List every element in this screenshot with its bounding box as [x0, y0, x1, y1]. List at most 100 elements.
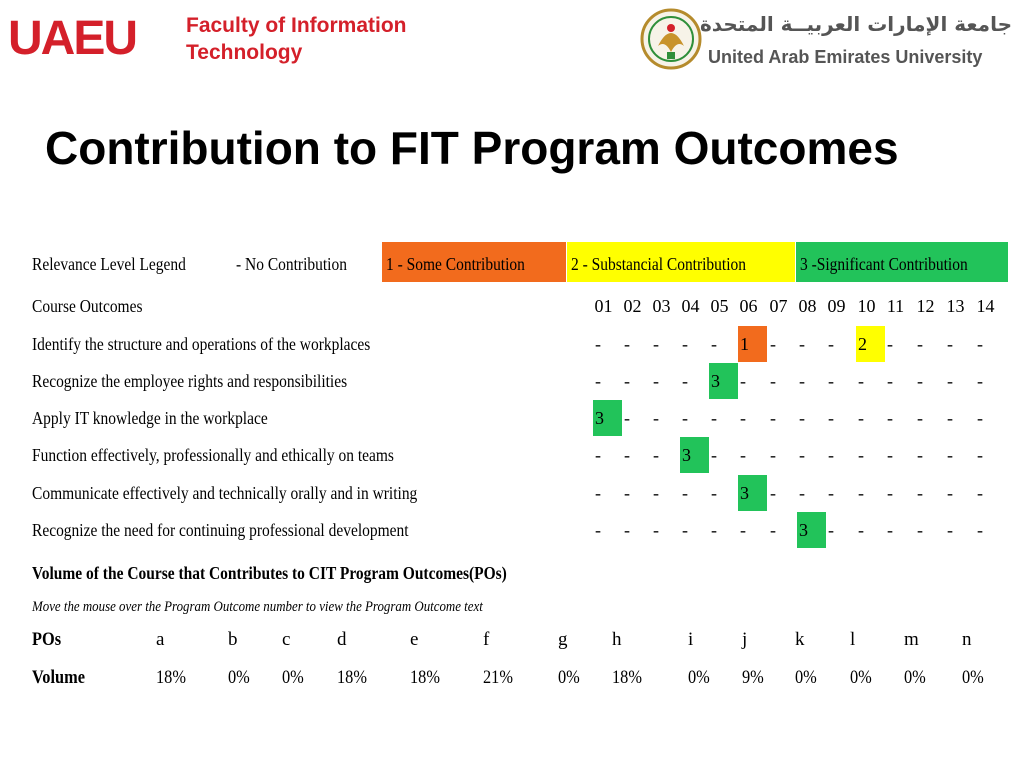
po-letter[interactable]: a: [156, 629, 165, 650]
legend-swatch-significant: [796, 242, 1008, 282]
relevance-cell: -: [624, 520, 630, 540]
course-outcome-label: Function effectively, professionally and…: [32, 445, 394, 465]
relevance-cell: -: [977, 334, 983, 354]
relevance-cell: -: [887, 520, 893, 540]
relevance-cell: -: [947, 520, 953, 540]
po-letter[interactable]: m: [904, 629, 919, 650]
relevance-cell: -: [624, 483, 630, 503]
po-volume-value: 0%: [688, 667, 710, 688]
po-column-header[interactable]: 01: [594, 296, 613, 316]
po-column-header[interactable]: 05: [710, 296, 729, 316]
pos-row-label: POs: [32, 629, 62, 650]
po-column-header[interactable]: 08: [798, 296, 817, 316]
po-volume-value: 0%: [228, 667, 250, 688]
po-letter[interactable]: l: [850, 629, 856, 650]
relevance-cell: -: [977, 483, 983, 503]
relevance-cell: -: [977, 520, 983, 540]
relevance-cell: -: [740, 520, 746, 540]
po-letter[interactable]: i: [688, 629, 694, 650]
po-letter[interactable]: g: [558, 629, 568, 650]
relevance-cell: -: [799, 483, 805, 503]
uaeu-fit-logo: UAEU Faculty of Information Technology: [8, 10, 428, 70]
po-letter[interactable]: h: [612, 629, 622, 650]
relevance-cell: -: [711, 483, 717, 503]
relevance-cell: -: [977, 445, 983, 465]
legend-substancial-contribution: 2 - Substancial Contribution: [571, 254, 746, 274]
po-volume-value: 21%: [483, 667, 513, 688]
relevance-cell: -: [770, 483, 776, 503]
relevance-cell: -: [917, 520, 923, 540]
relevance-cell: -: [858, 408, 864, 428]
relevance-cell: 3: [738, 475, 767, 511]
po-volume-value: 0%: [558, 667, 580, 688]
po-volume-value: 0%: [962, 667, 984, 688]
relevance-cell: -: [887, 371, 893, 391]
po-letter[interactable]: n: [962, 629, 972, 650]
po-letter[interactable]: k: [795, 629, 805, 650]
po-column-header[interactable]: 02: [623, 296, 642, 316]
slide-title: Contribution to FIT Program Outcomes: [45, 122, 899, 174]
po-letter[interactable]: d: [337, 629, 347, 650]
relevance-cell: -: [711, 445, 717, 465]
po-column-header[interactable]: 07: [769, 296, 788, 316]
legend-label: Relevance Level Legend: [32, 254, 186, 274]
po-volume-value: 0%: [282, 667, 304, 688]
po-column-header[interactable]: 14: [976, 296, 995, 316]
po-letter[interactable]: b: [228, 629, 238, 650]
legend-swatch-substancial: [567, 242, 795, 282]
relevance-cell: -: [653, 408, 659, 428]
relevance-cell: -: [682, 520, 688, 540]
relevance-cell: -: [740, 371, 746, 391]
relevance-cell: -: [770, 408, 776, 428]
relevance-cell: -: [887, 334, 893, 354]
relevance-cell: -: [947, 408, 953, 428]
relevance-cell: -: [799, 334, 805, 354]
relevance-cell: -: [595, 445, 601, 465]
po-column-header[interactable]: 04: [681, 296, 700, 316]
po-volume-value: 0%: [850, 667, 872, 688]
po-letter[interactable]: f: [483, 629, 490, 650]
relevance-cell: -: [653, 371, 659, 391]
relevance-cell: -: [595, 520, 601, 540]
relevance-cell: -: [947, 483, 953, 503]
po-column-header[interactable]: 12: [916, 296, 935, 316]
relevance-cell: -: [917, 334, 923, 354]
po-column-header[interactable]: 06: [739, 296, 758, 316]
relevance-cell: -: [711, 520, 717, 540]
relevance-cell: -: [653, 334, 659, 354]
po-volume-value: 9%: [742, 667, 764, 688]
po-column-header[interactable]: 13: [946, 296, 965, 316]
relevance-cell: -: [770, 445, 776, 465]
relevance-cell: -: [887, 483, 893, 503]
relevance-cell: -: [799, 371, 805, 391]
faculty-name: Faculty of Information Technology: [186, 12, 407, 66]
relevance-cell: -: [977, 408, 983, 428]
faculty-line-2: Technology: [186, 41, 303, 64]
relevance-cell: -: [770, 371, 776, 391]
hover-hint: Move the mouse over the Program Outcome …: [32, 599, 483, 615]
faculty-line-1: Faculty of Information: [186, 14, 407, 37]
relevance-cell: -: [711, 408, 717, 428]
po-letter[interactable]: j: [742, 629, 748, 650]
po-column-header[interactable]: 10: [857, 296, 876, 316]
relevance-cell: -: [595, 371, 601, 391]
relevance-cell: -: [858, 371, 864, 391]
relevance-cell: -: [799, 408, 805, 428]
relevance-cell: -: [887, 445, 893, 465]
relevance-cell: 3: [797, 512, 826, 548]
relevance-cell: -: [624, 408, 630, 428]
po-column-header[interactable]: 03: [652, 296, 671, 316]
po-letter[interactable]: e: [410, 629, 419, 650]
po-volume-value: 0%: [795, 667, 817, 688]
relevance-cell: -: [682, 334, 688, 354]
relevance-cell: -: [624, 445, 630, 465]
relevance-cell: -: [624, 334, 630, 354]
relevance-cell: 3: [680, 437, 709, 473]
legend-some-contribution: 1 - Some Contribution: [386, 254, 525, 274]
relevance-cell: -: [682, 408, 688, 428]
po-column-header[interactable]: 09: [827, 296, 846, 316]
po-letter[interactable]: c: [282, 629, 291, 650]
po-column-header[interactable]: 11: [886, 296, 905, 316]
relevance-cell: -: [917, 408, 923, 428]
university-logo: جامعة الإمارات العربيــة المتحدة United …: [640, 6, 1020, 72]
